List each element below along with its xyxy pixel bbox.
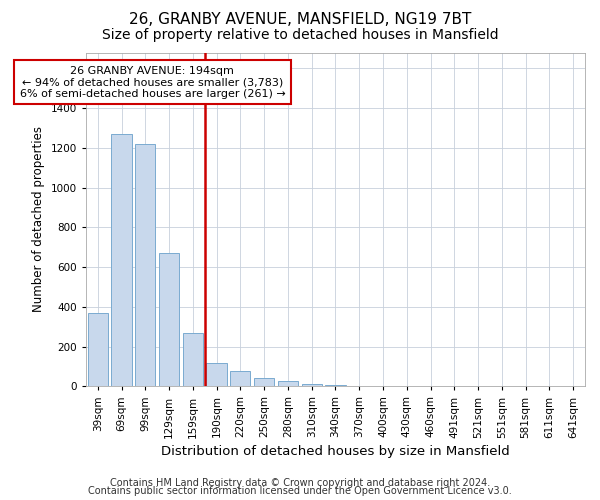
Bar [302,384,322,386]
Text: 26, GRANBY AVENUE, MANSFIELD, NG19 7BT: 26, GRANBY AVENUE, MANSFIELD, NG19 7BT [129,12,471,28]
Bar [112,134,131,386]
Bar [183,332,203,386]
X-axis label: Distribution of detached houses by size in Mansfield: Distribution of detached houses by size … [161,444,510,458]
Bar [88,313,108,386]
Bar [278,382,298,386]
Bar [135,144,155,386]
Bar [230,372,250,386]
Text: 26 GRANBY AVENUE: 194sqm
← 94% of detached houses are smaller (3,783)
6% of semi: 26 GRANBY AVENUE: 194sqm ← 94% of detach… [20,66,286,99]
Text: Contains HM Land Registry data © Crown copyright and database right 2024.: Contains HM Land Registry data © Crown c… [110,478,490,488]
Bar [206,362,227,386]
Text: Contains public sector information licensed under the Open Government Licence v3: Contains public sector information licen… [88,486,512,496]
Text: Size of property relative to detached houses in Mansfield: Size of property relative to detached ho… [101,28,499,42]
Bar [159,253,179,386]
Bar [254,378,274,386]
Y-axis label: Number of detached properties: Number of detached properties [32,126,45,312]
